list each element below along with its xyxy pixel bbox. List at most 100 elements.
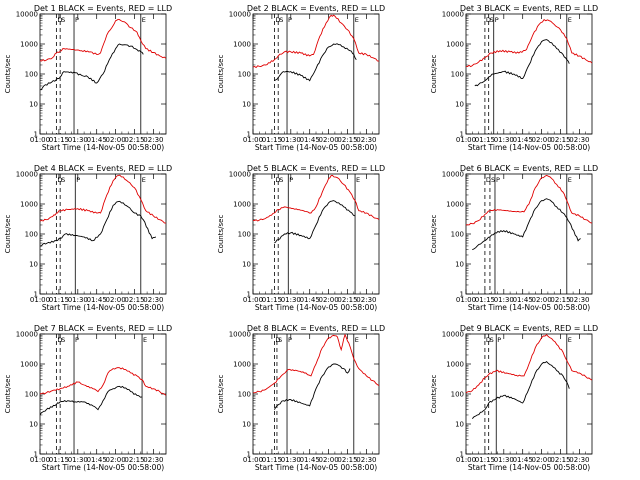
x-tick-label: 01:00	[243, 296, 263, 304]
marker-label-d: D	[57, 336, 62, 344]
y-tick-label: 10000	[229, 11, 251, 19]
series-lld	[40, 18, 166, 62]
series-events	[471, 361, 570, 420]
marker-label-d: D	[275, 176, 280, 184]
x-tick-label: 02:15	[337, 296, 357, 304]
x-tick-label: 02:00	[319, 456, 339, 464]
y-tick-label: 10000	[16, 331, 38, 339]
x-tick-label: 02:15	[550, 296, 570, 304]
y-tick-label: 10	[242, 101, 251, 109]
marker-label-p: P	[288, 16, 292, 24]
x-tick-label: 01:45	[300, 296, 320, 304]
y-tick-label: 10000	[16, 11, 38, 19]
y-tick-label: 10000	[229, 331, 251, 339]
y-tick-label: 10000	[442, 171, 464, 179]
marker-label-e: E	[568, 336, 572, 344]
x-tick-label: 01:45	[300, 136, 320, 144]
x-tick-label: 01:00	[243, 456, 263, 464]
marker-label-e: E	[568, 16, 572, 24]
y-axis-label: Counts/sec	[217, 55, 225, 94]
x-tick-label: 01:00	[456, 456, 476, 464]
marker-label-d: D	[486, 176, 491, 184]
x-tick-label: 02:30	[356, 456, 376, 464]
x-tick-label: 01:30	[494, 456, 514, 464]
y-tick-label: 10	[455, 421, 464, 429]
series-lld	[40, 174, 166, 224]
y-tick-label: 100	[238, 71, 251, 79]
marker-label-p: P	[75, 16, 79, 24]
marker-label-s: S	[278, 336, 282, 344]
y-tick-label: 1	[460, 291, 464, 299]
y-axis-label: Counts/sec	[430, 55, 438, 94]
series-lld	[466, 174, 592, 226]
series-lld	[253, 174, 379, 222]
y-tick-label: 10	[242, 421, 251, 429]
y-tick-label: 1000	[233, 361, 251, 369]
y-tick-label: 1	[34, 291, 38, 299]
x-tick-label: 02:00	[532, 456, 552, 464]
x-axis-label: Start Time (14-Nov-05 00:58:00)	[42, 143, 164, 152]
plot-frame	[252, 13, 380, 135]
x-axis-label: Start Time (14-Nov-05 00:58:00)	[468, 463, 590, 472]
x-tick-label: 01:15	[475, 296, 495, 304]
y-tick-label: 10	[29, 101, 38, 109]
x-tick-label: 02:00	[106, 296, 126, 304]
detector-plot-4: Det 4 BLACK = Events, RED = LLD 1 10 100 100…	[4, 164, 172, 312]
marker-label-e: E	[355, 336, 359, 344]
series-events	[472, 198, 581, 251]
x-tick-label: 01:30	[68, 296, 88, 304]
plot-title: Det 3 BLACK = Events, RED = LLD	[460, 4, 598, 13]
marker-label-p: P	[288, 336, 292, 344]
marker-label-p: P	[76, 176, 80, 184]
x-tick-label: 01:30	[494, 136, 514, 144]
x-tick-label: 01:30	[68, 456, 88, 464]
series-events	[40, 385, 143, 416]
y-tick-label: 100	[25, 231, 38, 239]
series-events	[274, 363, 351, 410]
x-tick-label: 02:30	[356, 296, 376, 304]
x-tick-label: 02:30	[569, 136, 589, 144]
marker-label-d: D	[275, 336, 280, 344]
y-tick-label: 1000	[446, 41, 464, 49]
series-lld	[466, 334, 592, 394]
x-tick-label: 01:00	[30, 136, 50, 144]
series-lld	[253, 334, 379, 394]
y-tick-label: 10	[455, 101, 464, 109]
y-tick-label: 100	[25, 71, 38, 79]
x-tick-label: 01:30	[281, 296, 301, 304]
y-tick-label: 100	[238, 231, 251, 239]
y-tick-label: 1	[34, 451, 38, 459]
y-tick-label: 1000	[233, 41, 251, 49]
marker-label-p: P	[496, 176, 500, 184]
y-tick-label: 1000	[20, 361, 38, 369]
x-tick-label: 01:15	[475, 456, 495, 464]
series-lld	[253, 14, 379, 69]
series-events	[40, 43, 144, 91]
series-events	[274, 200, 356, 244]
plot-title: Det 1 BLACK = Events, RED = LLD	[34, 4, 172, 13]
x-tick-label: 02:00	[106, 456, 126, 464]
y-tick-label: 100	[238, 391, 251, 399]
detector-plot-3: Det 3 BLACK = Events, RED = LLD 1 10 100 100…	[430, 4, 598, 152]
x-tick-label: 02:00	[319, 136, 339, 144]
x-tick-label: 02:15	[550, 136, 570, 144]
y-tick-label: 1	[247, 291, 251, 299]
x-tick-label: 01:00	[456, 296, 476, 304]
marker-label-d: D	[57, 16, 62, 24]
x-tick-label: 02:30	[143, 136, 163, 144]
marker-label-d: D	[486, 336, 491, 344]
x-tick-label: 02:15	[337, 136, 357, 144]
x-tick-label: 01:00	[456, 136, 476, 144]
x-tick-label: 01:45	[513, 296, 533, 304]
x-tick-label: 01:30	[281, 456, 301, 464]
y-axis-label: Counts/sec	[217, 375, 225, 414]
x-tick-label: 01:45	[87, 296, 107, 304]
y-tick-label: 1	[247, 131, 251, 139]
y-tick-label: 1	[247, 451, 251, 459]
y-tick-label: 100	[451, 391, 464, 399]
x-tick-label: 02:30	[569, 296, 589, 304]
y-tick-label: 100	[25, 391, 38, 399]
plot-frame	[252, 173, 380, 295]
x-tick-label: 01:15	[262, 296, 282, 304]
y-tick-label: 1000	[233, 201, 251, 209]
